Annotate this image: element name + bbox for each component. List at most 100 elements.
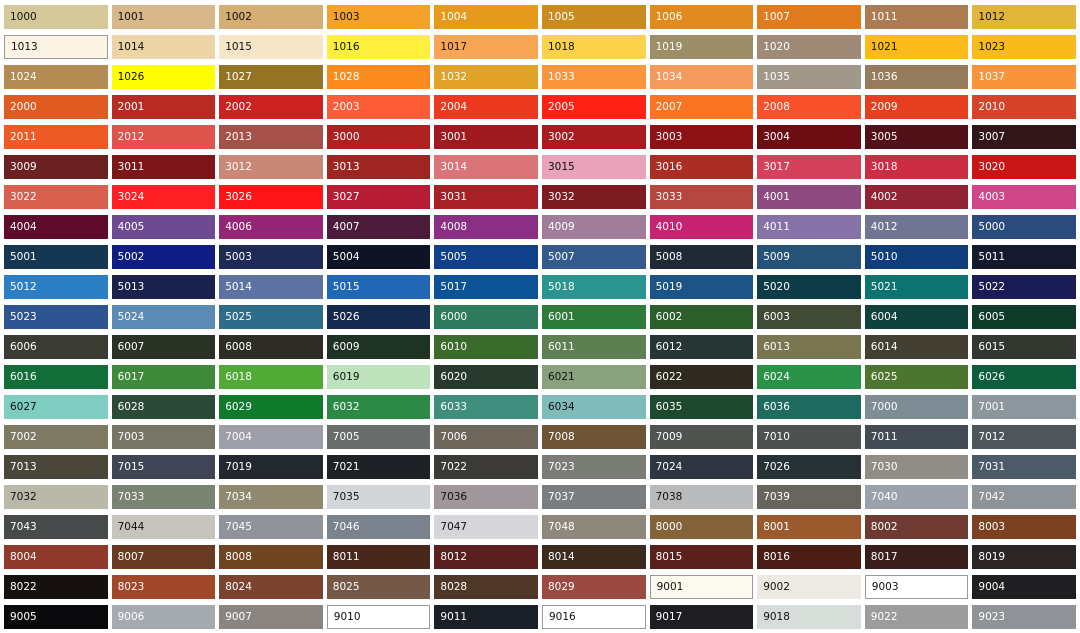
color-swatch-9006[interactable]: 9006	[111, 605, 216, 629]
color-swatch-4012[interactable]: 4012	[864, 215, 969, 239]
color-swatch-5026[interactable]: 5026	[326, 305, 431, 329]
color-swatch-7043[interactable]: 7043	[4, 515, 108, 539]
color-swatch-6014[interactable]: 6014	[864, 335, 969, 359]
color-swatch-6006[interactable]: 6006	[4, 335, 108, 359]
color-swatch-7009[interactable]: 7009	[649, 425, 754, 449]
color-swatch-4009[interactable]: 4009	[541, 215, 646, 239]
color-swatch-7045[interactable]: 7045	[219, 515, 323, 539]
color-swatch-1004[interactable]: 1004	[434, 5, 538, 29]
color-swatch-6003[interactable]: 6003	[757, 305, 861, 329]
color-swatch-8023[interactable]: 8023	[111, 575, 216, 599]
color-swatch-8000[interactable]: 8000	[649, 515, 754, 539]
color-swatch-6002[interactable]: 6002	[649, 305, 754, 329]
color-swatch-3004[interactable]: 3004	[757, 125, 861, 149]
color-swatch-5019[interactable]: 5019	[649, 275, 754, 299]
color-swatch-1032[interactable]: 1032	[434, 65, 538, 89]
color-swatch-5020[interactable]: 5020	[757, 275, 861, 299]
color-swatch-7011[interactable]: 7011	[864, 425, 969, 449]
color-swatch-1035[interactable]: 1035	[757, 65, 861, 89]
color-swatch-5003[interactable]: 5003	[219, 245, 323, 269]
color-swatch-5004[interactable]: 5004	[326, 245, 431, 269]
color-swatch-8024[interactable]: 8024	[219, 575, 323, 599]
color-swatch-8011[interactable]: 8011	[326, 545, 431, 569]
color-swatch-9023[interactable]: 9023	[972, 605, 1076, 629]
color-swatch-1017[interactable]: 1017	[434, 35, 538, 59]
color-swatch-1001[interactable]: 1001	[111, 5, 216, 29]
color-swatch-7030[interactable]: 7030	[864, 455, 969, 479]
color-swatch-7008[interactable]: 7008	[541, 425, 646, 449]
color-swatch-2000[interactable]: 2000	[4, 95, 108, 119]
color-swatch-9007[interactable]: 9007	[219, 605, 323, 629]
color-swatch-1015[interactable]: 1015	[219, 35, 323, 59]
color-swatch-6019[interactable]: 6019	[326, 365, 431, 389]
color-swatch-6015[interactable]: 6015	[972, 335, 1076, 359]
color-swatch-2007[interactable]: 2007	[649, 95, 754, 119]
color-swatch-3001[interactable]: 3001	[434, 125, 538, 149]
color-swatch-7021[interactable]: 7021	[326, 455, 431, 479]
color-swatch-9011[interactable]: 9011	[434, 605, 538, 629]
color-swatch-3000[interactable]: 3000	[326, 125, 431, 149]
color-swatch-7002[interactable]: 7002	[4, 425, 108, 449]
color-swatch-8007[interactable]: 8007	[111, 545, 216, 569]
color-swatch-8028[interactable]: 8028	[434, 575, 538, 599]
color-swatch-1036[interactable]: 1036	[864, 65, 969, 89]
color-swatch-1002[interactable]: 1002	[219, 5, 323, 29]
color-swatch-5009[interactable]: 5009	[757, 245, 861, 269]
color-swatch-7040[interactable]: 7040	[864, 485, 969, 509]
color-swatch-6012[interactable]: 6012	[649, 335, 754, 359]
color-swatch-5025[interactable]: 5025	[219, 305, 323, 329]
color-swatch-5002[interactable]: 5002	[111, 245, 216, 269]
color-swatch-8003[interactable]: 8003	[972, 515, 1076, 539]
color-swatch-5000[interactable]: 5000	[972, 215, 1076, 239]
color-swatch-6032[interactable]: 6032	[326, 395, 431, 419]
color-swatch-7039[interactable]: 7039	[757, 485, 861, 509]
color-swatch-6027[interactable]: 6027	[4, 395, 108, 419]
color-swatch-7047[interactable]: 7047	[434, 515, 538, 539]
color-swatch-2011[interactable]: 2011	[4, 125, 108, 149]
color-swatch-5023[interactable]: 5023	[4, 305, 108, 329]
color-swatch-5021[interactable]: 5021	[864, 275, 969, 299]
color-swatch-9017[interactable]: 9017	[649, 605, 754, 629]
color-swatch-4008[interactable]: 4008	[434, 215, 538, 239]
color-swatch-6005[interactable]: 6005	[972, 305, 1076, 329]
color-swatch-6020[interactable]: 6020	[434, 365, 538, 389]
color-swatch-3016[interactable]: 3016	[649, 155, 754, 179]
color-swatch-3033[interactable]: 3033	[649, 185, 754, 209]
color-swatch-6034[interactable]: 6034	[541, 395, 646, 419]
color-swatch-1016[interactable]: 1016	[326, 35, 431, 59]
color-swatch-3013[interactable]: 3013	[326, 155, 431, 179]
color-swatch-2013[interactable]: 2013	[219, 125, 323, 149]
color-swatch-5022[interactable]: 5022	[972, 275, 1076, 299]
color-swatch-7001[interactable]: 7001	[972, 395, 1076, 419]
color-swatch-5007[interactable]: 5007	[541, 245, 646, 269]
color-swatch-5018[interactable]: 5018	[541, 275, 646, 299]
color-swatch-4006[interactable]: 4006	[219, 215, 323, 239]
color-swatch-8004[interactable]: 8004	[4, 545, 108, 569]
color-swatch-3032[interactable]: 3032	[541, 185, 646, 209]
color-swatch-8029[interactable]: 8029	[541, 575, 646, 599]
color-swatch-8008[interactable]: 8008	[219, 545, 323, 569]
color-swatch-7048[interactable]: 7048	[541, 515, 646, 539]
color-swatch-9001[interactable]: 9001	[649, 575, 754, 599]
color-swatch-5013[interactable]: 5013	[111, 275, 216, 299]
color-swatch-3020[interactable]: 3020	[972, 155, 1076, 179]
color-swatch-6018[interactable]: 6018	[219, 365, 323, 389]
color-swatch-3027[interactable]: 3027	[326, 185, 431, 209]
color-swatch-9018[interactable]: 9018	[757, 605, 861, 629]
color-swatch-8016[interactable]: 8016	[757, 545, 861, 569]
color-swatch-3007[interactable]: 3007	[972, 125, 1076, 149]
color-swatch-5017[interactable]: 5017	[434, 275, 538, 299]
color-swatch-3014[interactable]: 3014	[434, 155, 538, 179]
color-swatch-4001[interactable]: 4001	[757, 185, 861, 209]
color-swatch-6024[interactable]: 6024	[757, 365, 861, 389]
color-swatch-6011[interactable]: 6011	[541, 335, 646, 359]
color-swatch-8015[interactable]: 8015	[649, 545, 754, 569]
color-swatch-5012[interactable]: 5012	[4, 275, 108, 299]
color-swatch-4002[interactable]: 4002	[864, 185, 969, 209]
color-swatch-7019[interactable]: 7019	[219, 455, 323, 479]
color-swatch-8012[interactable]: 8012	[434, 545, 538, 569]
color-swatch-7000[interactable]: 7000	[864, 395, 969, 419]
color-swatch-1007[interactable]: 1007	[757, 5, 861, 29]
color-swatch-6035[interactable]: 6035	[649, 395, 754, 419]
color-swatch-1019[interactable]: 1019	[649, 35, 754, 59]
